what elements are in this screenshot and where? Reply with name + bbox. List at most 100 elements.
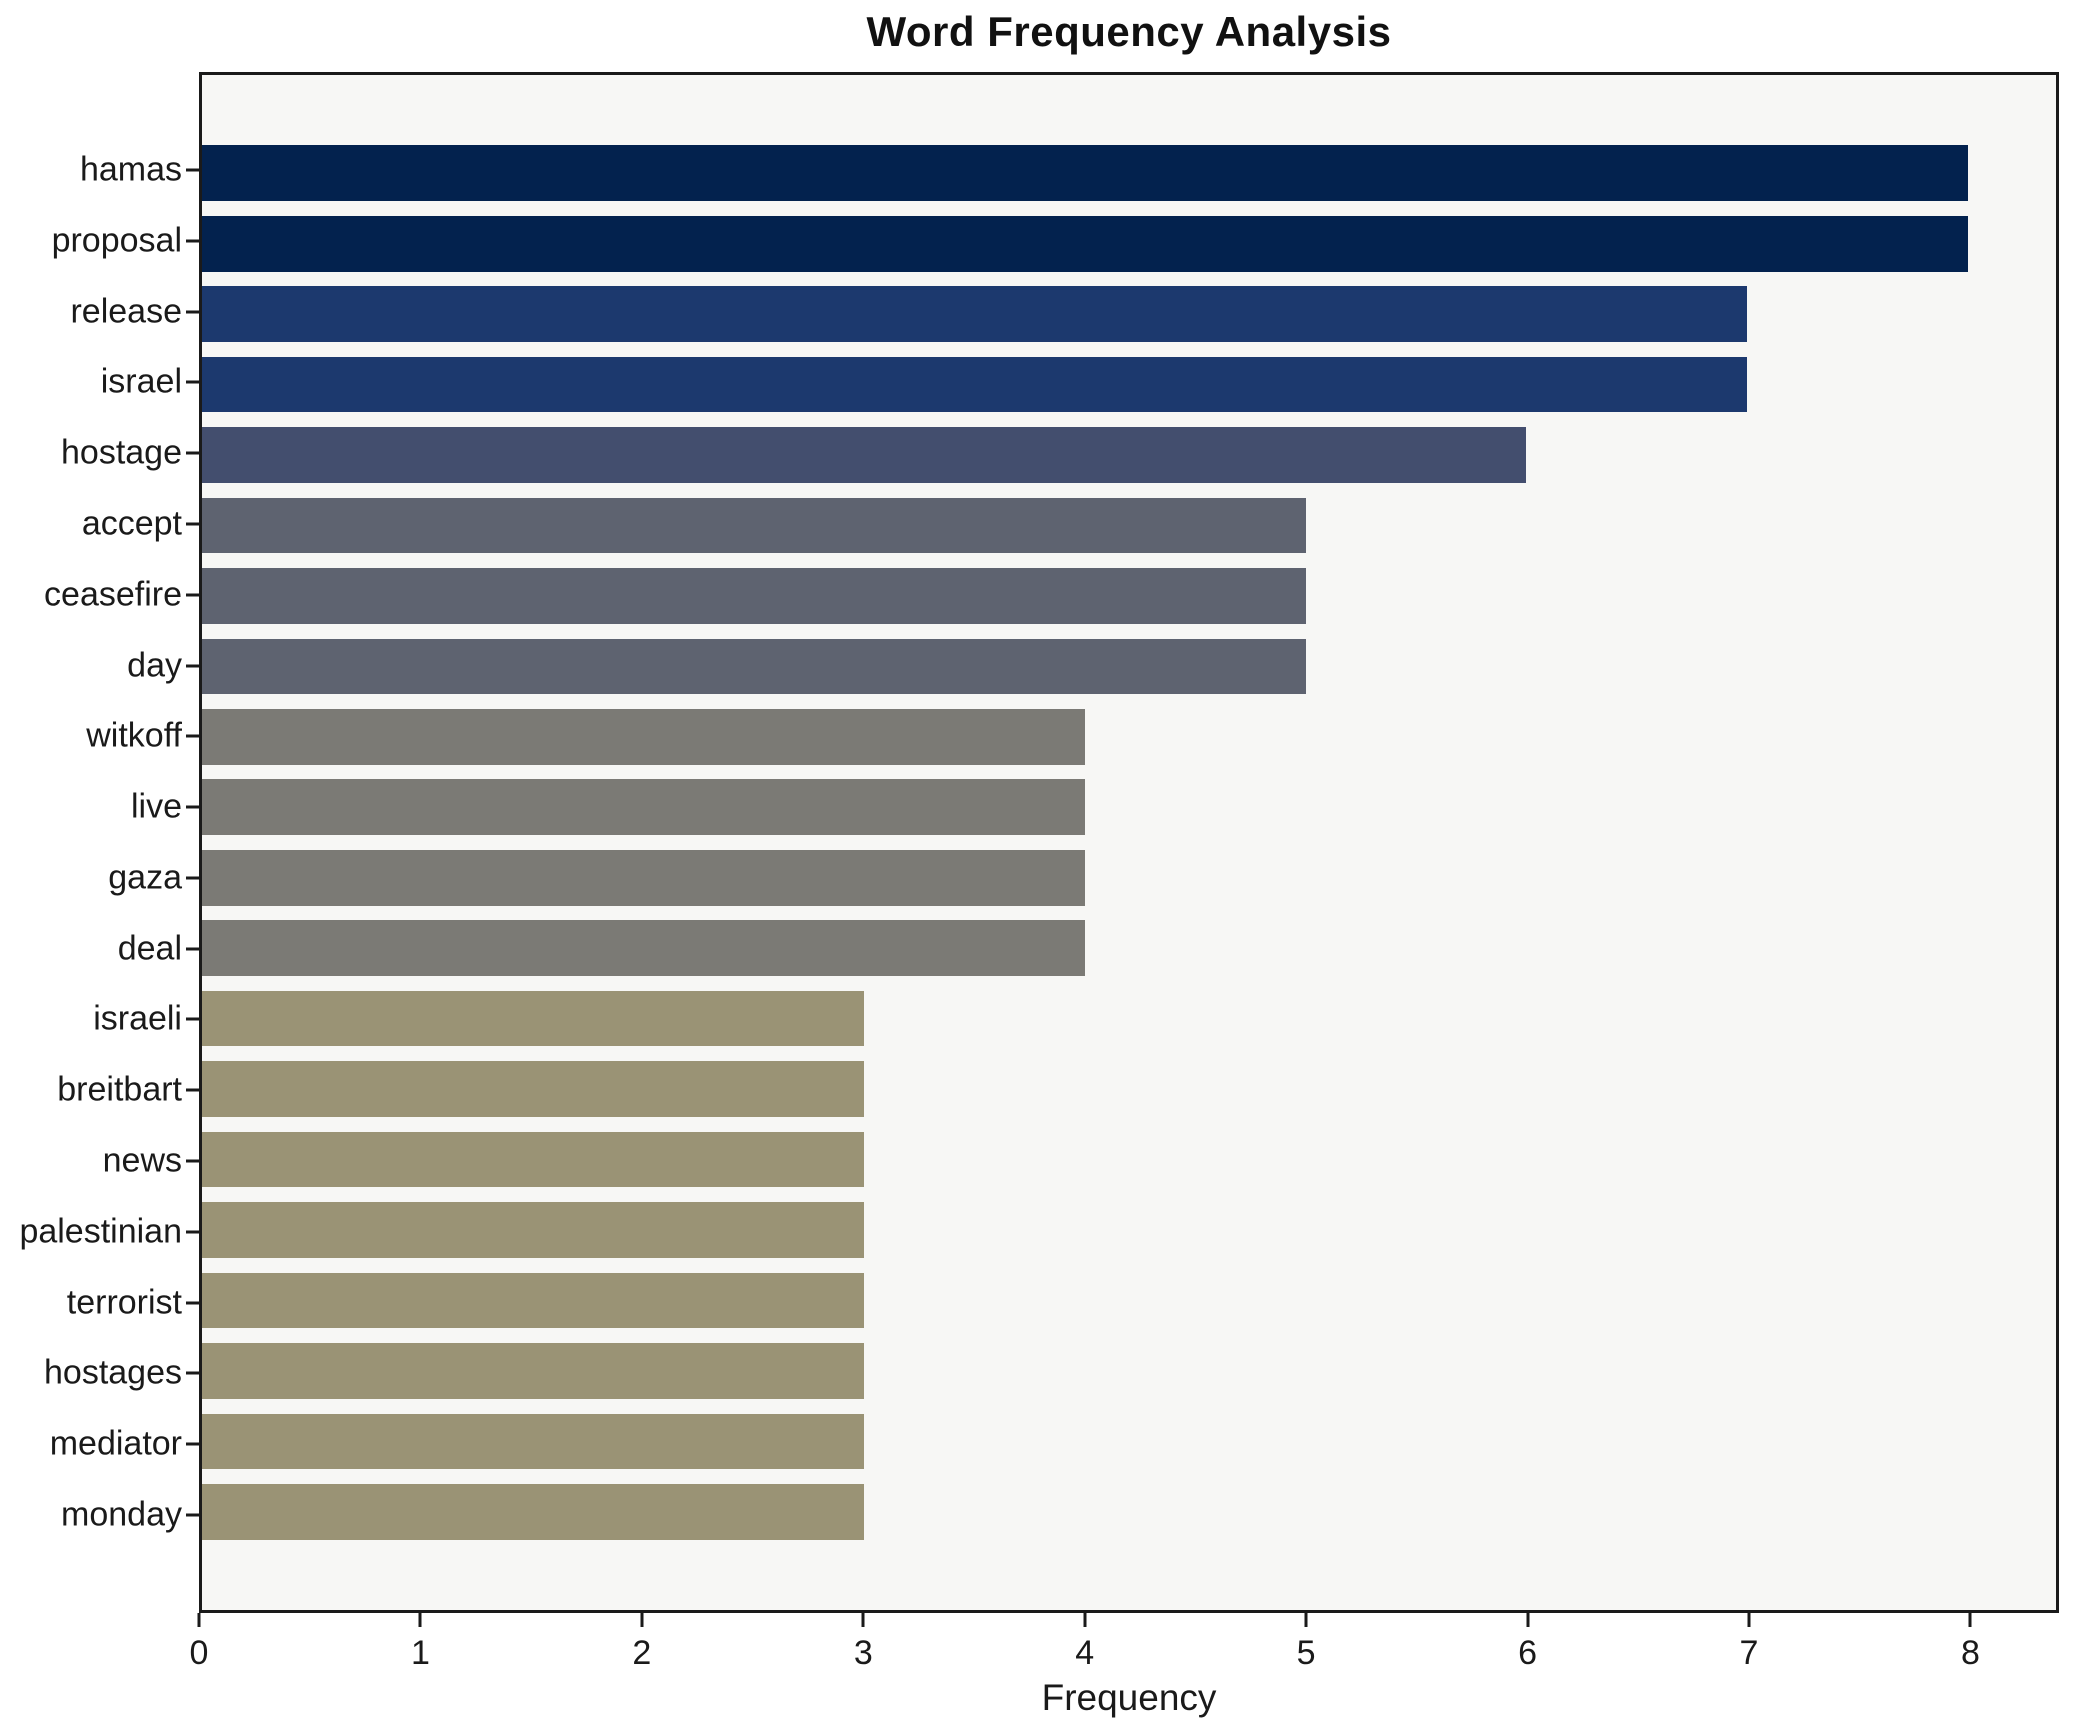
bar-row — [202, 1195, 2056, 1265]
x-tick-mark — [640, 1613, 644, 1627]
bar-row — [202, 279, 2056, 349]
x-tick-mark — [1968, 1613, 1972, 1627]
bar-gaza — [202, 849, 1085, 906]
y-tick-label-hostages: hostages — [44, 1353, 182, 1392]
bar-row — [202, 1336, 2056, 1406]
bar-row — [202, 983, 2056, 1053]
bar-row — [202, 349, 2056, 419]
bar-row — [202, 208, 2056, 278]
y-tick-label-monday: monday — [61, 1495, 182, 1534]
y-tick-mark — [186, 1017, 199, 1021]
x-tick-mark — [1304, 1613, 1308, 1627]
bar-proposal — [202, 215, 1968, 272]
bar-row — [202, 843, 2056, 913]
y-tick-label-hamas: hamas — [79, 150, 182, 189]
bar-breitbart — [202, 1061, 865, 1117]
bar-accept — [202, 497, 1306, 554]
bar-hostage — [202, 427, 1527, 483]
bar-row — [202, 631, 2056, 701]
y-tick-mark — [186, 380, 199, 384]
y-tick-label-news: news — [102, 1141, 182, 1180]
y-tick-mark — [186, 239, 199, 243]
y-tick-mark — [186, 1088, 199, 1092]
y-tick-label-proposal: proposal — [51, 221, 182, 260]
y-tick-mark — [186, 1371, 199, 1375]
y-tick-label-deal: deal — [117, 929, 182, 968]
x-tick-mark — [418, 1613, 422, 1627]
y-tick-label-terrorist: terrorist — [66, 1283, 182, 1322]
bar-row — [202, 1477, 2056, 1547]
y-tick-mark — [186, 1442, 199, 1446]
y-tick-mark — [186, 1513, 199, 1517]
bar-row — [202, 772, 2056, 842]
y-tick-label-israel: israel — [100, 362, 182, 401]
y-tick-label-live: live — [130, 787, 182, 826]
y-tick-label-breitbart: breitbart — [57, 1070, 182, 1109]
y-tick-mark — [186, 310, 199, 314]
bar-terrorist — [202, 1272, 865, 1329]
y-tick-label-hostage: hostage — [61, 433, 182, 472]
bar-mediator — [202, 1413, 865, 1470]
bar-news — [202, 1131, 865, 1188]
y-tick-mark — [186, 664, 199, 668]
y-tick-mark — [186, 522, 199, 526]
bars-container — [202, 75, 2056, 1610]
x-tick-mark — [1526, 1613, 1530, 1627]
x-tick-label-5: 5 — [1296, 1634, 1316, 1672]
x-tick-mark — [1747, 1613, 1751, 1627]
x-tick-label-4: 4 — [1075, 1634, 1095, 1672]
y-tick-mark — [186, 451, 199, 455]
y-tick-mark — [186, 1159, 199, 1163]
bar-row — [202, 1265, 2056, 1335]
y-tick-mark — [186, 876, 199, 880]
x-tick-label-6: 6 — [1518, 1634, 1538, 1672]
x-axis-label: Frequency — [1041, 1677, 1217, 1718]
bar-israeli — [202, 990, 865, 1047]
y-tick-mark — [186, 947, 199, 951]
bar-day — [202, 638, 1306, 695]
bar-live — [202, 779, 1085, 836]
y-tick-label-gaza: gaza — [108, 858, 182, 897]
x-tick-mark — [197, 1613, 201, 1627]
y-tick-label-palestinian: palestinian — [19, 1212, 182, 1251]
y-tick-mark — [186, 1230, 199, 1234]
x-tick-label-2: 2 — [632, 1634, 652, 1672]
bar-ceasefire — [202, 568, 1306, 624]
bar-palestinian — [202, 1202, 865, 1258]
y-tick-label-accept: accept — [81, 504, 182, 543]
y-tick-label-ceasefire: ceasefire — [44, 575, 182, 614]
y-tick-mark — [186, 593, 199, 597]
y-tick-label-israeli: israeli — [93, 999, 182, 1038]
y-tick-label-witkoff: witkoff — [86, 716, 182, 755]
y-tick-mark — [186, 168, 199, 172]
x-tick-label-1: 1 — [410, 1634, 430, 1672]
bar-row — [202, 1054, 2056, 1124]
bar-row — [202, 561, 2056, 631]
y-tick-label-mediator: mediator — [49, 1424, 182, 1463]
bar-row — [202, 913, 2056, 983]
bar-row — [202, 420, 2056, 490]
x-tick-mark — [1083, 1613, 1087, 1627]
x-tick-label-8: 8 — [1960, 1634, 1980, 1672]
bar-witkoff — [202, 709, 1085, 765]
x-tick-label-0: 0 — [189, 1634, 209, 1672]
bar-row — [202, 702, 2056, 772]
x-tick-label-3: 3 — [853, 1634, 873, 1672]
bar-israel — [202, 356, 1747, 413]
bar-deal — [202, 920, 1085, 977]
y-tick-mark — [186, 734, 199, 738]
y-tick-label-release: release — [70, 292, 182, 331]
bar-hamas — [202, 145, 1968, 202]
bar-hostages — [202, 1343, 865, 1399]
bar-row — [202, 1124, 2056, 1194]
chart-title: Word Frequency Analysis — [866, 8, 1392, 55]
bar-row — [202, 490, 2056, 560]
plot-area — [199, 72, 2059, 1613]
y-tick-mark — [186, 805, 199, 809]
x-tick-mark — [861, 1613, 865, 1627]
bar-monday — [202, 1484, 865, 1540]
y-tick-label-day: day — [127, 646, 182, 685]
x-tick-label-7: 7 — [1739, 1634, 1759, 1672]
bar-row — [202, 138, 2056, 208]
